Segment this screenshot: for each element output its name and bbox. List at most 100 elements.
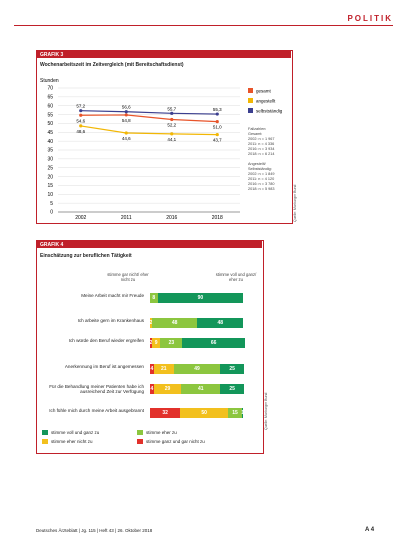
data-point bbox=[124, 110, 128, 114]
y-tick-label: 10 bbox=[47, 192, 53, 198]
series-line bbox=[80, 125, 218, 136]
note: 2002: n = 1 849 bbox=[248, 172, 275, 176]
legend-label: gesamt bbox=[256, 89, 272, 94]
section-header: POLITIK bbox=[347, 14, 393, 23]
column-header: stimme gar nicht/ eher nicht zu bbox=[107, 272, 149, 282]
data-label: 54,8 bbox=[122, 118, 131, 123]
footer-left: Deutsches Ärzteblatt | Jg. 115 | Heft 43… bbox=[36, 528, 153, 533]
legend-swatch bbox=[42, 430, 48, 435]
data-label: 55,3 bbox=[213, 107, 222, 112]
data-label: 51,0 bbox=[213, 125, 222, 130]
data-label: 48,6 bbox=[76, 129, 85, 134]
y-tick-label: 70 bbox=[47, 86, 53, 92]
note: Angestellt/ bbox=[248, 162, 267, 166]
legend-swatch bbox=[248, 108, 253, 113]
y-tick-label: 40 bbox=[47, 139, 53, 145]
data-label: 1 bbox=[241, 410, 244, 416]
bar-segment: 1 bbox=[241, 408, 244, 418]
series-line bbox=[80, 114, 218, 123]
data-label: 57,2 bbox=[76, 104, 85, 109]
data-label: 2 bbox=[150, 320, 153, 326]
data-label: 29 bbox=[164, 386, 171, 392]
data-label: 50 bbox=[201, 410, 207, 416]
note: Selbstständig: bbox=[248, 167, 272, 171]
data-point bbox=[124, 113, 128, 117]
y-tick-label: 35 bbox=[47, 148, 53, 154]
legend-label: stimme eher nicht zu bbox=[51, 439, 93, 444]
data-label: 41 bbox=[198, 386, 204, 392]
legend-label: stimme ganz und gar nicht zu bbox=[146, 439, 205, 444]
data-point bbox=[170, 132, 174, 136]
legend-swatch bbox=[248, 88, 253, 93]
data-label: 32 bbox=[162, 410, 168, 416]
bar-segment: 4 bbox=[150, 364, 154, 374]
data-label: 25 bbox=[229, 366, 235, 372]
data-point bbox=[215, 112, 219, 116]
data-label: 44,1 bbox=[167, 137, 176, 142]
y-tick-label: 15 bbox=[47, 183, 53, 189]
legend-swatch bbox=[137, 439, 143, 444]
y-tick-label: 20 bbox=[47, 174, 53, 180]
note: 2016: n = 3 934 bbox=[248, 147, 275, 151]
series-line bbox=[80, 110, 218, 115]
y-tick-label: 0 bbox=[50, 210, 53, 216]
bar-segment: 9 bbox=[151, 338, 161, 348]
y-tick-label: 55 bbox=[47, 112, 53, 118]
data-point bbox=[215, 132, 219, 137]
data-label: 9 bbox=[154, 340, 158, 346]
bar-segment: 41 bbox=[181, 384, 221, 394]
row-label: Für die Behandlung meiner Patienten habe… bbox=[49, 384, 144, 395]
bar-segment: 23 bbox=[160, 338, 183, 348]
x-tick-label: 2002 bbox=[75, 215, 86, 221]
data-point bbox=[79, 109, 83, 113]
bar-row: 4 21 49 25 bbox=[150, 364, 245, 374]
data-label: 15 bbox=[232, 410, 238, 416]
bar-row: 32 50 15 1 bbox=[150, 408, 244, 418]
legend-item: stimme ganz und gar nicht zu bbox=[137, 439, 232, 444]
data-point bbox=[170, 111, 174, 115]
bar-segment: 29 bbox=[153, 384, 182, 394]
figure-title: Einschätzung zur beruflichen Tätigkeit bbox=[40, 253, 132, 259]
note: 2016: n = 3 780 bbox=[248, 182, 275, 186]
line-chart: Stunden 0 5 10 15 20 25 30 35 40 45 50 55 60 65 70 2002 2… bbox=[40, 78, 283, 221]
bar-segment: 25 bbox=[220, 364, 245, 374]
data-label: 2 bbox=[150, 340, 153, 346]
y-tick-label: 60 bbox=[47, 103, 53, 109]
row-label: Ich würde den Beruf wieder ergreifen bbox=[68, 338, 144, 343]
bar-segment: 50 bbox=[180, 408, 228, 418]
data-point bbox=[170, 117, 174, 122]
bar-segment: 15 bbox=[227, 408, 243, 418]
x-tick-label: 2018 bbox=[212, 215, 223, 221]
figure-tag: GRAFIK 4 bbox=[37, 241, 262, 248]
x-tick-label: 2016 bbox=[166, 215, 177, 221]
data-point bbox=[79, 124, 83, 128]
legend-swatch bbox=[137, 430, 143, 435]
figure-title: Wochenarbeitszeit im Zeitvergleich (mit … bbox=[40, 62, 184, 68]
data-label: 56,6 bbox=[122, 105, 131, 110]
note: 2018: n = 6 214 bbox=[248, 152, 275, 156]
legend-item: stimme voll und ganz zu bbox=[42, 430, 137, 435]
bar-segment: 2 bbox=[150, 338, 152, 348]
bar-segment: 32 bbox=[150, 408, 181, 418]
legend-label: selbstständig bbox=[256, 109, 283, 114]
bar-segment: 48 bbox=[151, 318, 198, 328]
data-label: 44,6 bbox=[122, 136, 131, 141]
note: 2002: n = 1 967 bbox=[248, 137, 275, 141]
bar-segment: 4 bbox=[150, 384, 154, 394]
bar-row: 29 23 66 bbox=[150, 338, 245, 348]
bar-segment: 66 bbox=[182, 338, 245, 348]
data-label: 55,7 bbox=[167, 106, 176, 111]
x-tick-label: 2011 bbox=[121, 215, 132, 221]
data-label: 48 bbox=[217, 320, 224, 326]
data-label: 66 bbox=[210, 340, 217, 346]
bar-segment: 49 bbox=[173, 364, 221, 374]
bar-segment: 21 bbox=[153, 364, 174, 374]
row-label: Ich arbeite gern im Krankenhaus bbox=[77, 318, 144, 323]
legend-item: stimme eher zu bbox=[137, 430, 232, 435]
y-tick-label: 50 bbox=[47, 121, 53, 127]
y-tick-label: 5 bbox=[50, 201, 53, 207]
bar-segment: 90 bbox=[157, 293, 244, 303]
legend-item: stimme eher nicht zu bbox=[42, 439, 137, 444]
note: Fallzahlen: bbox=[248, 127, 266, 131]
